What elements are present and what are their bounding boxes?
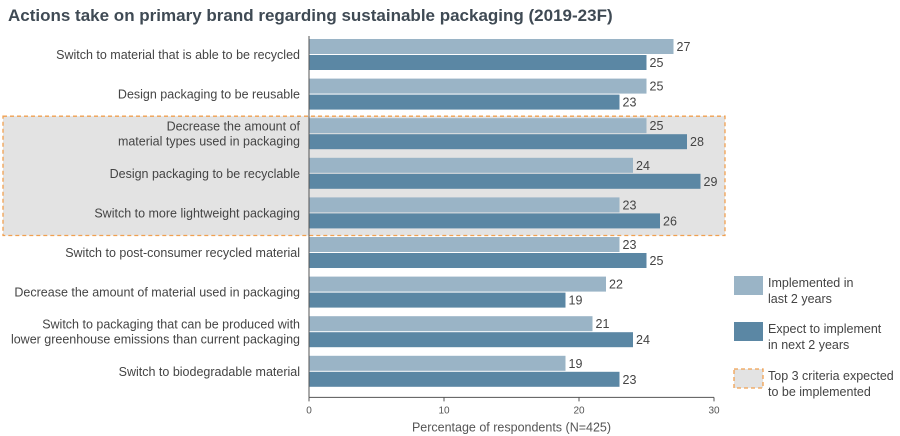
category-label-6: Decrease the amount of material used in … (14, 286, 300, 300)
value-label-expected-6: 19 (569, 294, 583, 308)
value-label-implemented-6: 22 (609, 278, 623, 292)
legend-label-top3-line-0: Top 3 criteria expected (768, 369, 894, 383)
bar-expected-8 (309, 371, 620, 387)
bar-implemented-8 (309, 355, 566, 371)
value-label-expected-8: 23 (623, 373, 637, 387)
category-label-2-line-0: Decrease the amount of (167, 120, 301, 134)
bar-expected-0 (309, 55, 647, 70)
x-tick-label-10: 10 (438, 405, 450, 416)
x-tick-label-30: 30 (708, 405, 720, 416)
value-label-expected-0: 25 (650, 56, 664, 70)
category-label-1: Design packaging to be reusable (118, 88, 300, 102)
bar-implemented-2 (309, 118, 647, 134)
category-label-8: Switch to biodegradable material (119, 365, 300, 379)
legend-swatch-expected (734, 322, 763, 341)
bar-expected-1 (309, 94, 620, 110)
bar-implemented-7 (309, 316, 593, 332)
category-label-4: Switch to more lightweight packaging (94, 206, 300, 220)
value-label-implemented-0: 27 (677, 40, 691, 54)
bar-expected-3 (309, 173, 701, 189)
bar-expected-5 (309, 253, 647, 268)
value-label-expected-3: 29 (704, 175, 718, 189)
value-label-expected-4: 26 (663, 214, 677, 228)
bar-expected-6 (309, 292, 566, 308)
x-tick-label-20: 20 (573, 405, 585, 416)
category-label-3: Design packaging to be recyclable (110, 167, 300, 181)
category-label-0: Switch to material that is able to be re… (56, 48, 300, 62)
legend-label-expected-line-0: Expect to implement (768, 322, 882, 336)
value-label-implemented-4: 23 (623, 198, 637, 212)
bar-expected-4 (309, 213, 660, 229)
value-label-implemented-7: 21 (596, 317, 610, 331)
category-label-7-line-0: Switch to packaging that can be produced… (42, 318, 300, 332)
bar-implemented-6 (309, 276, 606, 292)
category-label-5: Switch to post-consumer recycled materia… (65, 246, 300, 260)
bar-implemented-0 (309, 39, 674, 54)
bar-implemented-3 (309, 157, 633, 173)
legend-label-implemented-line-1: last 2 years (768, 292, 832, 306)
x-axis-title: Percentage of respondents (N=425) (412, 420, 611, 434)
legend-label-top3-line-1: to be implemented (768, 385, 871, 399)
bar-implemented-4 (309, 197, 620, 213)
bar-expected-7 (309, 332, 633, 348)
value-label-expected-2: 28 (690, 135, 704, 149)
legend-swatch-top3 (733, 368, 764, 389)
legend-label-implemented-line-0: Implemented in (768, 276, 854, 290)
chart-title: Actions take on primary brand regarding … (8, 6, 613, 25)
legend-label-expected-line-1: in next 2 years (768, 338, 849, 352)
value-label-implemented-8: 19 (569, 357, 583, 371)
value-label-implemented-1: 25 (650, 80, 664, 94)
value-label-implemented-2: 25 (650, 119, 664, 133)
x-tick-label-0: 0 (306, 405, 312, 416)
legend-swatch-implemented (734, 276, 763, 295)
category-label-2-line-1: material types used in packaging (118, 135, 300, 149)
bar-expected-2 (309, 134, 687, 150)
bar-implemented-5 (309, 237, 620, 252)
value-label-expected-7: 24 (636, 333, 650, 347)
bar-implemented-1 (309, 78, 647, 94)
value-label-implemented-3: 24 (636, 159, 650, 173)
category-label-7-line-1: lower greenhouse emissions than current … (11, 333, 300, 347)
value-label-expected-1: 23 (623, 96, 637, 110)
value-label-expected-5: 25 (650, 254, 664, 268)
value-label-implemented-5: 23 (623, 238, 637, 252)
